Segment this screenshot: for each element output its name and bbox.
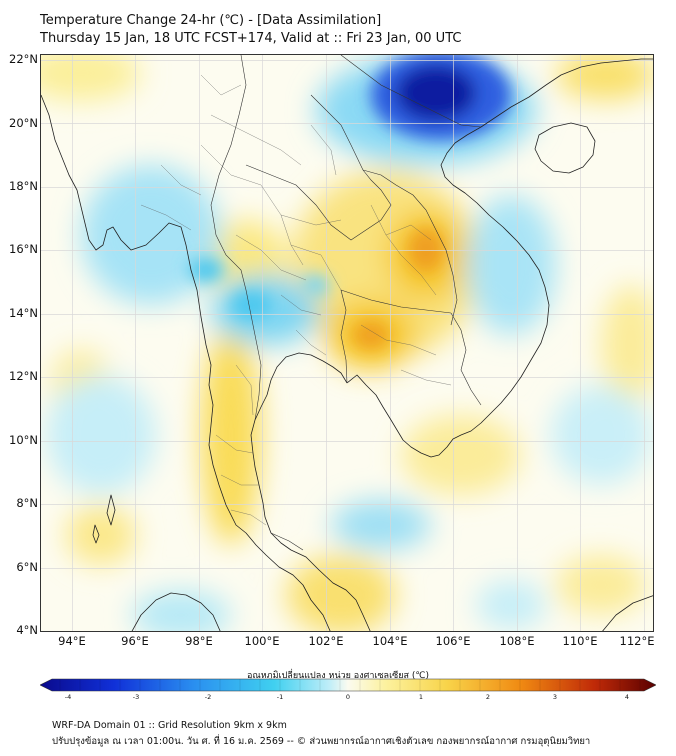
lon-label-104e: 104°E: [372, 634, 408, 648]
country-borders: [210, 55, 482, 551]
lon-label-108e: 108°E: [499, 634, 535, 648]
cool-patch-east: [551, 385, 651, 485]
coast-mainland-west: [41, 94, 331, 631]
colorbar-body: [40, 678, 656, 692]
coast-sumatra: [131, 592, 221, 631]
warm-patch-sw: [66, 505, 136, 565]
lat-label-18n: 18°N: [9, 179, 38, 193]
cool-patch-vietnam: [466, 195, 556, 335]
cold-core: [188, 55, 511, 349]
warm-spot-1: [408, 228, 444, 272]
border-thai-malaysia: [270, 532, 304, 551]
lon-label-100e: 100°E: [244, 634, 280, 648]
border-laos-north: [310, 94, 364, 171]
lon-label-96e: 96°E: [121, 634, 149, 648]
cool-patch-andaman: [46, 375, 156, 495]
title-line-2: Thursday 15 Jan, 18 UTC FCST+174, Valid …: [40, 31, 462, 46]
cool-patch-scs: [476, 580, 546, 630]
border-laos-cambodia: [340, 289, 452, 314]
colorbar-segment-lines: [59, 679, 641, 691]
warm-patch-se: [556, 555, 646, 615]
colorbar-tick-4: 4: [624, 693, 630, 701]
coast-andaman-islands: [92, 494, 116, 544]
cool-patch-myanmar: [81, 165, 221, 305]
border-thailand-laos: [245, 164, 392, 241]
lat-label-4n: 4°N: [16, 623, 38, 637]
colorbar-tick-neg1: -1: [276, 693, 284, 701]
colorbar-tick-neg4: -4: [64, 693, 72, 701]
temperature-change-map[interactable]: [40, 54, 654, 632]
temperature-field: [41, 55, 653, 631]
lat-label-6n: 6°N: [16, 560, 38, 574]
colorbar-tick-3: 3: [552, 693, 558, 701]
colorbar-tick-0: 0: [345, 693, 351, 701]
graticule: [41, 55, 653, 631]
border-cambodia-vietnam: [450, 312, 482, 406]
coast-peninsula-east: [250, 352, 371, 631]
warm-spot-2: [353, 321, 389, 349]
lat-label-16n: 16°N: [9, 242, 38, 256]
colorbar-tick-neg2: -2: [204, 693, 212, 701]
coast-borneo: [602, 595, 653, 631]
map-canvas: [41, 55, 653, 631]
lat-label-22n: 22°N: [9, 52, 38, 66]
lon-label-112e: 112°E: [619, 634, 655, 648]
warm-patch-peninsula: [201, 325, 261, 545]
colorbar: [40, 678, 656, 692]
warm-patch-east: [601, 285, 653, 405]
title-line-1: Temperature Change 24-hr (℃) - [Data Ass…: [40, 13, 382, 28]
lat-label-8n: 8°N: [16, 496, 38, 510]
warm-patch-scs: [401, 415, 521, 495]
colorbar-title: อุณหภูมิเปลี่ยนแปลง หน่วย องศาเซลเซียส (…: [246, 671, 430, 681]
footer-line-2: ปรับปรุงข้อมูล ณ เวลา 01:00น. วัน ศ. ที่…: [52, 736, 591, 747]
coast-gulf-of-thailand: [346, 58, 653, 458]
cool-spot-2: [231, 291, 271, 319]
warm-patch-south: [286, 555, 396, 631]
colorbar-tick-1: 1: [418, 693, 424, 701]
border-myanmar-thailand: [210, 55, 262, 421]
lat-label-10n: 10°N: [9, 433, 38, 447]
cool-patch-gulf: [331, 500, 431, 550]
cool-spot-1: [188, 258, 224, 282]
cold-core-inner: [396, 65, 476, 121]
coastlines: [41, 58, 653, 631]
lon-label-110e: 110°E: [562, 634, 598, 648]
warm-patch-nw: [41, 55, 141, 101]
province-lines: [140, 74, 452, 526]
coast-hainan: [534, 122, 596, 174]
lon-label-102e: 102°E: [308, 634, 344, 648]
footer-line-1: WRF-DA Domain 01 :: Grid Resolution 9km …: [52, 720, 287, 731]
lon-label-94e: 94°E: [58, 634, 86, 648]
lon-label-106e: 106°E: [435, 634, 471, 648]
colorbar-tick-2: 2: [485, 693, 491, 701]
lat-label-20n: 20°N: [9, 116, 38, 130]
border-thailand-cambodia: [340, 289, 348, 384]
border-laos-vietnam: [362, 169, 458, 326]
lat-label-12n: 12°N: [9, 369, 38, 383]
border-china-vietnam: [340, 55, 482, 128]
cool-spot-3: [302, 275, 330, 295]
map-title: Temperature Change 24-hr (℃) - [Data Ass…: [40, 12, 461, 48]
colorbar-tick-neg3: -3: [132, 693, 140, 701]
lon-label-98e: 98°E: [185, 634, 213, 648]
lat-label-14n: 14°N: [9, 306, 38, 320]
